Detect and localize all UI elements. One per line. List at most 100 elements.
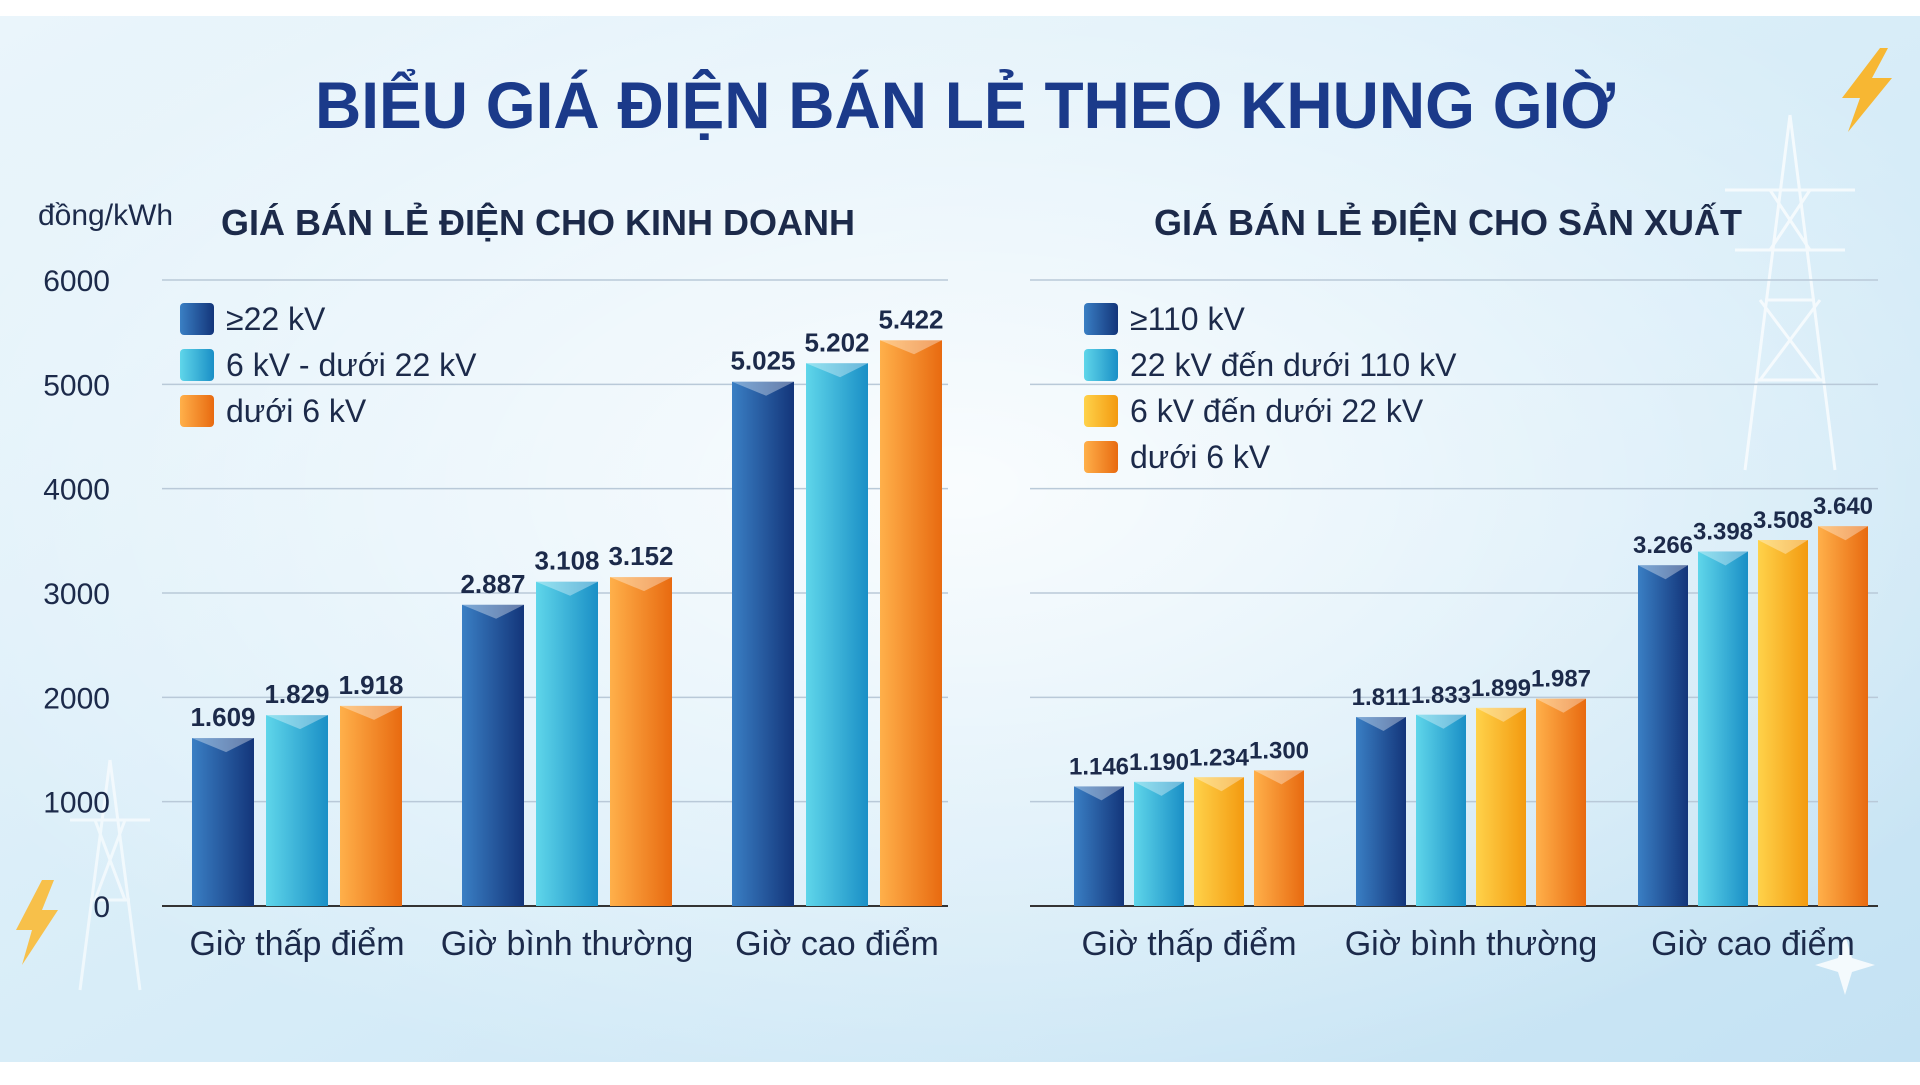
bar-cap — [536, 581, 598, 596]
data-label: 1.146 — [1069, 753, 1129, 780]
category-label: Giờ thấp điểm — [189, 925, 404, 963]
bar-cap — [340, 705, 402, 720]
data-label: 1.811 — [1352, 684, 1411, 711]
y-tick-label: 4000 — [43, 474, 110, 507]
bar — [1536, 698, 1586, 906]
legend-label: 22 kV đến dưới 110 kV — [1130, 347, 1457, 383]
data-label: 3.398 — [1693, 518, 1753, 545]
charts-group: GIÁ BÁN LẺ ĐIỆN CHO KINH DOANH 0 1000 2000 3… — [43, 201, 1878, 963]
bar-cap — [880, 340, 942, 355]
data-label: 1.829 — [264, 679, 329, 709]
legend-swatch — [1084, 395, 1118, 427]
data-label: 3.640 — [1813, 493, 1873, 520]
data-label: 2.887 — [460, 569, 525, 599]
bar-cap — [1356, 717, 1406, 732]
bar — [1758, 539, 1808, 906]
bar — [610, 577, 672, 906]
sparkle-icon — [1815, 935, 1875, 995]
legend-swatch — [1084, 303, 1118, 335]
chart-panel-1: GIÁ BÁN LẺ ĐIỆN CHO KINH DOANH 0 1000 2000 3… — [43, 201, 948, 963]
data-label: 5.422 — [878, 304, 943, 334]
bar-cap — [462, 604, 524, 619]
bar — [340, 705, 402, 906]
bar-cap — [1536, 698, 1586, 713]
bar-cap — [1416, 714, 1466, 729]
legend-label: 6 kV đến dưới 22 kV — [1130, 393, 1424, 429]
bar — [536, 581, 598, 906]
bar-cap — [1698, 551, 1748, 566]
legend-label: ≥110 kV — [1130, 301, 1245, 337]
bar-cap — [266, 715, 328, 730]
data-label: 1.300 — [1249, 737, 1309, 764]
category-label: Giờ thấp điểm — [1081, 925, 1296, 963]
power-pylon-left-icon — [70, 759, 150, 991]
category-label: Giờ bình thường — [441, 925, 694, 963]
bar — [192, 738, 254, 906]
legend-swatch — [180, 303, 214, 335]
data-label: 1.609 — [190, 702, 255, 732]
legend-label: dưới 6 kV — [1130, 439, 1271, 475]
bar — [1698, 551, 1748, 906]
page-title: BIỂU GIÁ ĐIỆN BÁN LẺ THEO KHUNG GIỜ — [315, 68, 1616, 142]
legend-label: dưới 6 kV — [226, 393, 367, 429]
bar — [1134, 781, 1184, 906]
data-label: 3.508 — [1753, 507, 1813, 534]
bar — [1416, 714, 1466, 906]
bar — [1356, 717, 1406, 906]
legend-label: 6 kV - dưới 22 kV — [226, 347, 477, 383]
data-label: 1.190 — [1129, 749, 1189, 776]
y-tick-label: 6000 — [43, 265, 110, 298]
data-label: 1.918 — [338, 670, 403, 700]
bar — [1476, 707, 1526, 906]
data-label: 1.234 — [1189, 744, 1250, 771]
data-label: 5.202 — [804, 327, 869, 357]
bar-cap — [1758, 539, 1808, 554]
lightning-icon — [1842, 48, 1892, 132]
bar — [732, 381, 794, 907]
category-label: Giờ bình thường — [1345, 925, 1598, 963]
y-tick-label: 1000 — [43, 787, 110, 820]
bar-cap — [610, 577, 672, 592]
category-label: Giờ cao điểm — [735, 925, 939, 963]
power-pylon-icon — [1725, 114, 1855, 471]
bar-cap — [1134, 781, 1184, 796]
data-label: 3.108 — [534, 546, 599, 576]
data-label: 3.152 — [608, 541, 673, 571]
y-tick-label: 5000 — [43, 369, 110, 402]
legend-swatch — [180, 395, 214, 427]
bar-cap — [732, 381, 794, 396]
y-tick-label: 0 — [93, 891, 110, 924]
bar-cap — [1194, 777, 1244, 792]
bar — [1254, 770, 1304, 906]
bar-cap — [1254, 770, 1304, 785]
category-label: Giờ cao điểm — [1651, 925, 1855, 963]
bar — [266, 715, 328, 906]
bar-cap — [806, 363, 868, 378]
data-label: 1.899 — [1471, 675, 1531, 702]
bar-cap — [192, 738, 254, 753]
data-label: 5.025 — [730, 346, 795, 376]
chart-title: GIÁ BÁN LẺ ĐIỆN CHO KINH DOANH — [221, 201, 855, 243]
legend-swatch — [1084, 349, 1118, 381]
bar-cap — [1638, 565, 1688, 580]
data-label: 3.266 — [1633, 532, 1693, 559]
data-label: 1.987 — [1531, 666, 1591, 693]
chart-title: GIÁ BÁN LẺ ĐIỆN CHO SẢN XUẤT — [1154, 201, 1742, 243]
bar-cap — [1818, 526, 1868, 541]
bar — [1194, 777, 1244, 906]
bar — [1074, 786, 1124, 906]
bar — [1638, 565, 1688, 906]
y-tick-label: 2000 — [43, 682, 110, 715]
bar — [462, 604, 524, 906]
bar — [806, 363, 868, 906]
y-tick-label: 3000 — [43, 578, 110, 611]
legend-swatch — [1084, 441, 1118, 473]
bar-cap — [1476, 707, 1526, 722]
data-label: 1.833 — [1411, 682, 1471, 709]
unit-label: đồng/kWh — [38, 199, 173, 232]
lightning-left-icon — [16, 880, 58, 965]
legend-label: ≥22 kV — [226, 301, 326, 337]
legend-swatch — [180, 349, 214, 381]
